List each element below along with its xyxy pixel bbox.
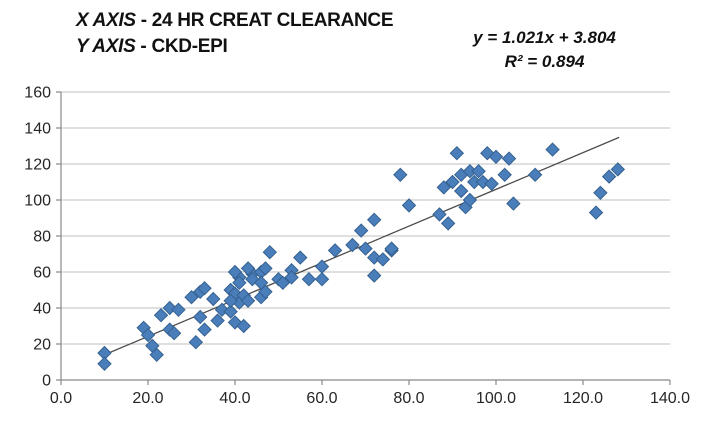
data-point [593, 185, 608, 201]
data-point [453, 183, 469, 199]
title-line2-text: - CKD-EPI [135, 36, 228, 57]
data-point [293, 250, 308, 265]
data-point [353, 223, 369, 238]
data-point [188, 334, 204, 350]
data-point [206, 291, 221, 307]
data-point [449, 145, 465, 161]
data-point [366, 268, 382, 283]
y-tick-label: 0 [42, 373, 51, 390]
x-tick-label: 140.0 [650, 390, 690, 407]
y-tick-label: 40 [33, 301, 51, 318]
data-point [171, 302, 186, 318]
data-point [210, 313, 225, 328]
data-point [527, 167, 543, 183]
data-point [384, 241, 399, 256]
data-point [501, 151, 517, 166]
chart-title: X AXIS - 24 HR CREAT CLEARANCE Y AXIS - … [76, 8, 394, 60]
data-point [484, 176, 499, 192]
data-point [314, 271, 330, 287]
data-point [240, 293, 256, 309]
y-tick-label: 100 [24, 193, 51, 210]
data-point [232, 275, 247, 291]
data-point [497, 167, 512, 183]
data-point [166, 325, 182, 341]
y-tick-label: 120 [24, 157, 51, 174]
y-tick-label: 160 [24, 85, 51, 102]
title-line1: X AXIS - 24 HR CREAT CLEARANCE [76, 8, 394, 34]
trendline-equation: y = 1.021x + 3.804 R² = 0.894 [437, 26, 652, 74]
data-point [440, 216, 456, 231]
data-point [436, 180, 452, 195]
data-point [506, 196, 521, 211]
data-point [471, 163, 486, 179]
data-point [588, 205, 604, 220]
y-tick-label: 20 [33, 337, 51, 354]
data-point [488, 149, 504, 165]
data-point [545, 142, 560, 157]
data-point [236, 318, 251, 334]
data-point [393, 167, 408, 183]
data-point [197, 322, 212, 337]
equation-formula: y = 1.021x + 3.804 [473, 28, 616, 47]
x-tick-label: 60.0 [306, 390, 337, 407]
data-point [301, 271, 317, 287]
equation-r-squared: R² = 0.894 [504, 52, 585, 71]
data-point [375, 252, 391, 267]
x-tick-label: 0.0 [50, 390, 72, 407]
title-line2: Y AXIS - CKD-EPI [76, 34, 393, 60]
data-point [223, 304, 238, 319]
data-point [314, 259, 330, 274]
data-point [97, 356, 112, 372]
data-point [240, 261, 256, 276]
data-point [197, 280, 212, 296]
data-point [358, 241, 373, 256]
data-point [401, 198, 417, 213]
title-line1-text: - 24 HR CREAT CLEARANCE [135, 10, 394, 31]
title-line1-axis-label: X AXIS [76, 10, 136, 31]
x-tick-label: 80.0 [393, 390, 424, 407]
x-tick-label: 120.0 [563, 390, 603, 407]
data-point [366, 212, 382, 228]
data-point [610, 162, 626, 177]
data-point [149, 347, 164, 363]
data-point [275, 275, 291, 291]
x-tick-label: 100.0 [476, 390, 516, 407]
data-point [227, 264, 243, 280]
x-tick-label: 20.0 [132, 390, 163, 407]
title-line2-axis-label: Y AXIS [76, 36, 136, 57]
data-point [262, 244, 278, 260]
data-point [184, 289, 199, 305]
data-point [284, 270, 299, 285]
data-point [445, 174, 460, 190]
y-tick-label: 140 [24, 121, 51, 138]
data-point [153, 307, 169, 323]
y-tick-label: 80 [33, 229, 51, 246]
data-point [192, 309, 208, 325]
data-point [462, 192, 478, 208]
data-point [258, 261, 273, 276]
data-point [601, 169, 617, 184]
y-tick-label: 60 [33, 265, 51, 282]
x-tick-label: 40.0 [219, 390, 250, 407]
data-point [345, 237, 360, 253]
data-point [432, 207, 447, 222]
data-point [253, 275, 269, 291]
data-point [223, 293, 238, 309]
data-point [327, 243, 343, 258]
data-point [140, 327, 156, 343]
